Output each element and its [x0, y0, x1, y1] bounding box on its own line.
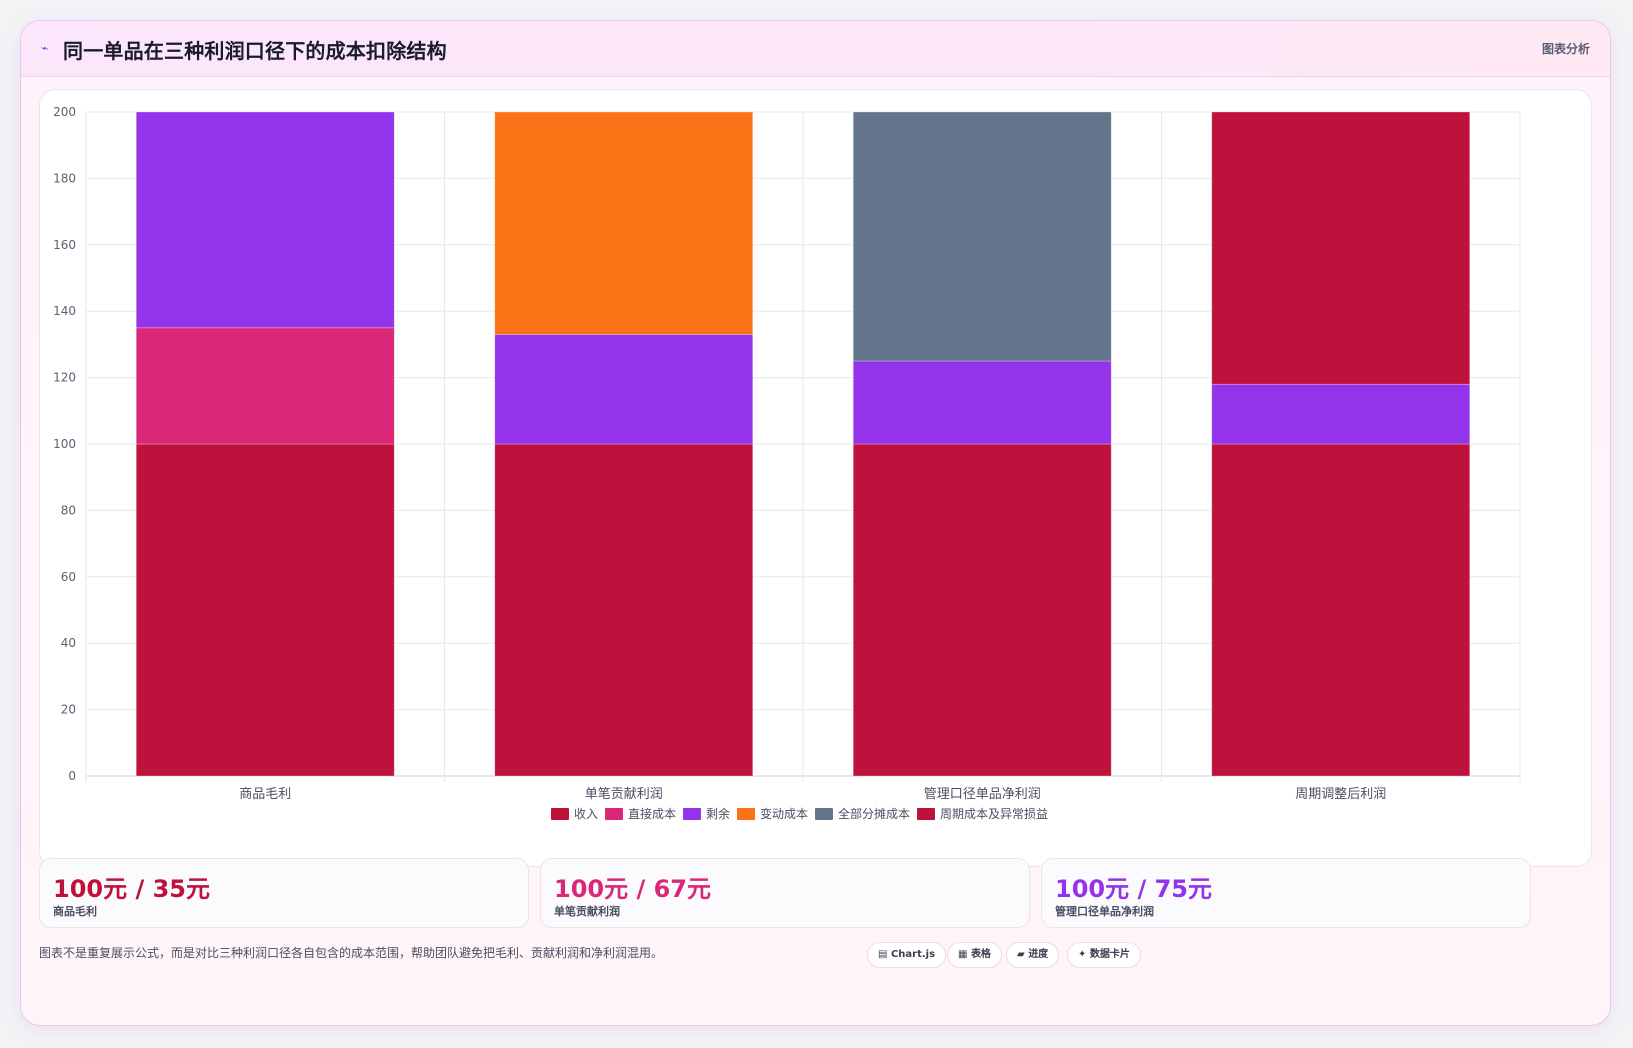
legend-swatch — [815, 808, 833, 820]
bar-segment — [494, 111, 754, 335]
stacked-bar-chart: 0 20 40 60 80 100 120 140 160 180 200 商品毛利 单笔贡献利润 管理口… — [53, 105, 1521, 821]
footnote: 图表不是重复展示公式，而是对比三种利润口径各自包含的成本范围，帮助团队避免把毛利… — [39, 946, 664, 960]
stat-value: 100元 / 35元 — [53, 875, 210, 903]
y-tick-label: 200 — [53, 105, 76, 119]
badge-label: 进度 — [1028, 949, 1049, 960]
legend-label: 变动成本 — [760, 806, 808, 821]
y-tick-label: 180 — [53, 171, 76, 185]
stat-card-net: 100元 / 75元 管理口径单品净利润 — [1041, 858, 1531, 928]
bar-segment — [1211, 383, 1471, 445]
stat-cards: 100元 / 35元 商品毛利 100元 / 67元 单笔贡献利润 100元 /… — [39, 858, 1592, 930]
x-tick-label: 管理口径单品净利润 — [924, 787, 1041, 802]
badge-label: 数据卡片 — [1089, 949, 1130, 960]
stat-value: 100元 / 67元 — [554, 875, 711, 903]
y-tick-label: 20 — [61, 703, 76, 717]
bar-segment — [135, 443, 395, 777]
badge-label: 表格 — [970, 949, 991, 960]
card-title: 同一单品在三种利润口径下的成本扣除结构 — [63, 39, 447, 63]
sparkle-icon: ✦ — [1078, 949, 1087, 960]
badge-progress[interactable]: ▰ 进度 — [1006, 942, 1060, 968]
y-tick-label: 140 — [53, 304, 76, 318]
stat-label: 单笔贡献利润 — [554, 905, 620, 918]
bar-segment — [1211, 111, 1471, 385]
x-tick-label: 单笔贡献利润 — [585, 786, 663, 802]
x-tick-label: 商品毛利 — [239, 787, 291, 802]
legend-swatch — [605, 808, 623, 820]
y-tick-label: 80 — [61, 503, 76, 517]
legend-label: 全部分摊成本 — [838, 806, 910, 821]
bar-segment — [135, 327, 395, 445]
stat-card-gross: 100元 / 35元 商品毛利 — [39, 858, 529, 928]
stat-value: 100元 / 75元 — [1055, 875, 1212, 903]
card-header: ⌁ 同一单品在三种利润口径下的成本扣除结构 图表分析 — [21, 21, 1610, 77]
legend-swatch — [683, 808, 701, 820]
bar-segment — [135, 111, 395, 329]
legend-swatch — [551, 808, 569, 820]
legend-label: 收入 — [574, 807, 598, 821]
badge-label: Chart.js — [890, 949, 936, 960]
legend-label: 剩余 — [706, 806, 730, 821]
stat-label: 管理口径单品净利润 — [1055, 905, 1154, 918]
chart-panel: 0 20 40 60 80 100 120 140 160 180 200 商品毛利 单笔贡献利润 管理口… — [39, 89, 1592, 867]
progress-icon: ▰ — [1017, 949, 1025, 960]
table-icon: ▦ — [958, 949, 968, 960]
y-tick-label: 120 — [53, 371, 76, 385]
chart-card: ⌁ 同一单品在三种利润口径下的成本扣除结构 图表分析 0 20 40 60 80 100 1… — [20, 20, 1611, 1026]
y-tick-label: 100 — [53, 437, 76, 451]
y-tick-label: 40 — [61, 636, 76, 650]
badge-data-card[interactable]: ✦ 数据卡片 — [1067, 942, 1141, 968]
y-tick-label: 60 — [61, 570, 76, 584]
bar-segment — [852, 111, 1112, 362]
bar-segment — [852, 360, 1112, 445]
section-tag: 图表分析 — [1541, 42, 1590, 56]
bar-segment — [1211, 443, 1471, 777]
legend-label: 周期成本及异常损益 — [940, 807, 1048, 821]
pulse-icon: ⌁ — [41, 41, 49, 55]
x-tick-label: 周期调整后利润 — [1295, 787, 1386, 802]
legend-swatch — [917, 808, 935, 820]
bar-segment — [852, 443, 1112, 777]
badge-chartjs[interactable]: ▤ Chart.js — [867, 942, 947, 968]
stat-label: 商品毛利 — [53, 905, 97, 918]
chart-icon: ▤ — [878, 949, 888, 960]
y-tick-label: 160 — [53, 238, 76, 252]
badge-table[interactable]: ▦ 表格 — [947, 942, 1002, 968]
y-tick-label: 0 — [68, 769, 76, 783]
stat-card-contribution: 100元 / 67元 单笔贡献利润 — [540, 858, 1030, 928]
legend-swatch — [737, 808, 755, 820]
bar-segment — [494, 443, 754, 777]
legend-label: 直接成本 — [628, 806, 676, 821]
bar-segment — [494, 334, 754, 445]
